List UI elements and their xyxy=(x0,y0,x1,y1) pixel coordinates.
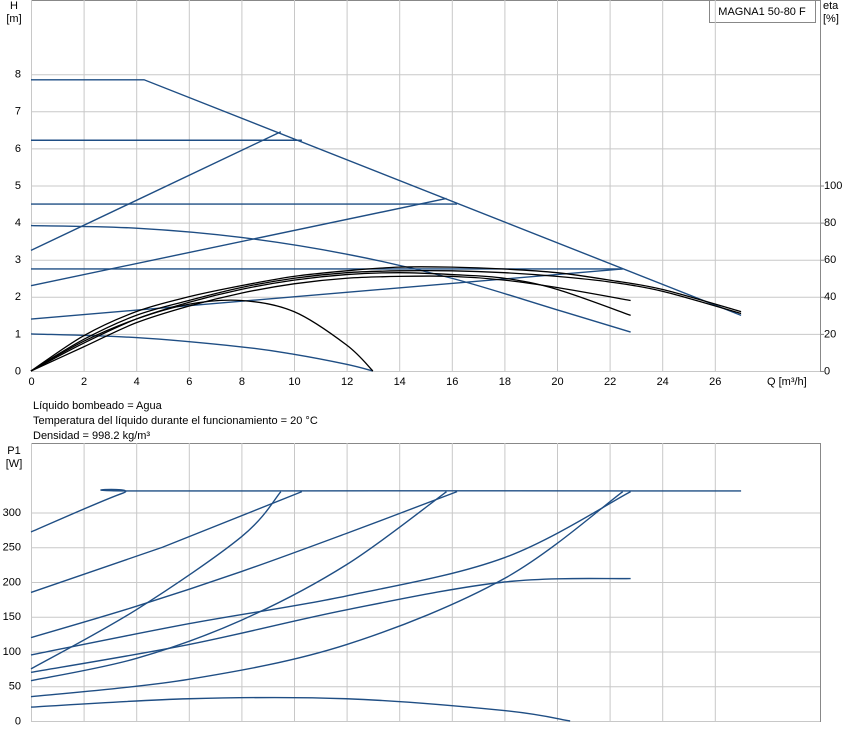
curve xyxy=(30,491,447,682)
curve xyxy=(30,490,458,639)
title-box xyxy=(709,0,816,23)
y2-tick-label: 20 xyxy=(824,328,836,340)
y2-tick-label: 60 xyxy=(824,254,836,266)
curve xyxy=(30,224,631,333)
y-tick-label: 250 xyxy=(3,542,21,554)
curve xyxy=(30,490,303,594)
curve xyxy=(30,491,631,656)
curve xyxy=(30,131,282,252)
curve xyxy=(30,275,631,372)
x-tick-label: 24 xyxy=(657,376,669,388)
curve xyxy=(30,266,742,372)
y-tick-label: 6 xyxy=(15,143,21,155)
x-tick-label: 16 xyxy=(446,376,458,388)
curve xyxy=(30,333,374,372)
y-tick-label: 7 xyxy=(15,106,21,118)
x-tick-label: 8 xyxy=(239,376,245,388)
x-tick-label: 0 xyxy=(28,376,34,388)
x-tick-label: 6 xyxy=(186,376,192,388)
y-tick-label: 100 xyxy=(3,646,21,658)
x-tick-label: 20 xyxy=(551,376,563,388)
y2-tick-label: 80 xyxy=(824,217,836,229)
y-axis-label: H xyxy=(10,0,18,12)
x-tick-label: 22 xyxy=(604,376,616,388)
x-axis-label: Q [m³/h] xyxy=(767,376,807,388)
y-tick-label: 2 xyxy=(15,291,21,303)
y-tick-label: 5 xyxy=(15,180,21,192)
y-tick-label: 4 xyxy=(15,217,21,229)
chart-title: MAGNA1 50-80 F xyxy=(718,6,806,18)
y-tick-label: 200 xyxy=(3,576,21,588)
curve xyxy=(30,268,623,320)
y2-tick-label: 0 xyxy=(824,365,830,377)
annotation: Temperatura del líquido durante el funci… xyxy=(33,415,318,427)
y-axis-label: P1 xyxy=(7,445,20,457)
x-tick-label: 14 xyxy=(394,376,406,388)
y2-axis-label: eta xyxy=(823,0,839,12)
curve xyxy=(30,197,447,287)
curve xyxy=(30,269,742,372)
annotation: Líquido bombeado = Agua xyxy=(33,400,163,412)
curve xyxy=(30,696,571,722)
x-tick-label: 26 xyxy=(709,376,721,388)
y-tick-label: 1 xyxy=(15,328,21,340)
curve xyxy=(30,577,631,674)
x-tick-label: 10 xyxy=(288,376,300,388)
y-tick-label: 0 xyxy=(15,365,21,377)
plot-layer: 0 2 4 6 8 10 12 14 16 18 20 22 24 2601234567802040608… xyxy=(3,0,842,727)
annotation: Densidad = 998.2 kg/m³ xyxy=(33,430,150,442)
y2-tick-label: 40 xyxy=(824,291,836,303)
y-axis-label: [W] xyxy=(6,458,23,470)
x-tick-label: 4 xyxy=(134,376,140,388)
curve xyxy=(30,299,374,372)
y2-axis-label: [%] xyxy=(823,13,839,25)
curve xyxy=(31,79,742,317)
y2-tick-label: 100 xyxy=(824,180,842,192)
y-tick-label: 0 xyxy=(15,715,21,727)
x-tick-label: 12 xyxy=(341,376,353,388)
y-axis-label: [m] xyxy=(6,13,21,25)
y-tick-label: 3 xyxy=(15,254,21,266)
y-tick-label: 50 xyxy=(9,681,21,693)
y-tick-label: 150 xyxy=(3,611,21,623)
y-tick-label: 300 xyxy=(3,507,21,519)
curve xyxy=(30,488,742,533)
curve xyxy=(30,491,624,698)
x-tick-label: 2 xyxy=(81,376,87,388)
x-tick-label: 18 xyxy=(499,376,511,388)
y-tick-label: 8 xyxy=(15,69,21,81)
